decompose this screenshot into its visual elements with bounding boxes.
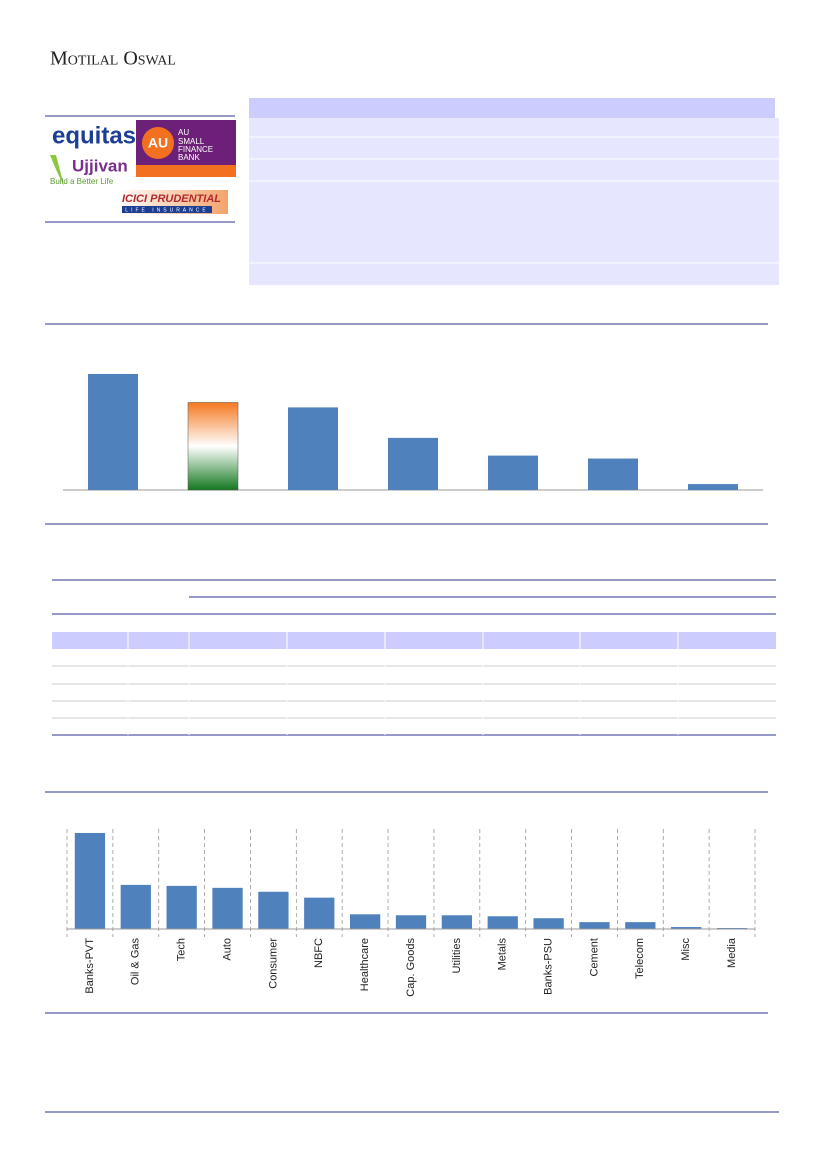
- logo-text: AU: [148, 135, 168, 151]
- bar: [88, 373, 138, 490]
- bar: [258, 891, 289, 929]
- x-tick-label: Auto: [221, 938, 233, 961]
- logo-text: SMALL: [178, 137, 205, 146]
- bar: [349, 914, 381, 929]
- bar: [488, 455, 538, 490]
- bar: [120, 884, 151, 929]
- bar: [212, 887, 243, 929]
- logo-text: ICICI PRUDENTIAL: [122, 193, 221, 205]
- x-tick-label: NBFC: [313, 938, 325, 968]
- bar: [388, 437, 438, 490]
- bar: [187, 402, 239, 491]
- logo-text: BANK: [178, 153, 200, 162]
- logo-text: Ujjivan: [72, 156, 128, 175]
- table-body: [249, 118, 779, 285]
- table-lines: [52, 579, 776, 736]
- bar: [625, 922, 656, 929]
- x-tick-label: Misc: [680, 938, 692, 961]
- logo-circle: [142, 127, 174, 159]
- bar: [441, 915, 473, 929]
- row-lines: [249, 136, 779, 264]
- logo-band: [122, 206, 212, 213]
- logo-text: equitas: [52, 122, 136, 149]
- x-tick-label: Telecom: [634, 938, 646, 979]
- bar: [688, 484, 738, 490]
- x-tick-label: Cap. Goods: [405, 938, 417, 997]
- x-tick-label: Cement: [588, 938, 600, 977]
- logo-band: [136, 165, 236, 177]
- bar: [487, 916, 518, 929]
- logo-text: LIFE INSURANCE: [125, 207, 208, 213]
- logo-text: FINANCE: [178, 145, 213, 154]
- bar: [74, 832, 106, 929]
- bar: [395, 915, 427, 929]
- bar: [533, 918, 564, 929]
- logo-text: Build a Better Life: [50, 177, 114, 186]
- x-tick-label: Healthcare: [359, 938, 371, 991]
- x-tick-label: Media: [726, 937, 738, 968]
- x-tick-label: Metals: [497, 938, 509, 971]
- x-tick-label: Banks-PVT: [84, 938, 96, 994]
- x-tick-label: Oil & Gas: [130, 938, 142, 986]
- bar: [671, 927, 702, 929]
- bar: [288, 407, 338, 490]
- bar: [588, 458, 638, 490]
- table-header: [249, 98, 775, 118]
- logo-text: AU: [178, 128, 189, 137]
- x-tick-label: Tech: [176, 938, 188, 961]
- x-tick-label: Utilities: [451, 938, 463, 974]
- x-tick-label: Banks-PSU: [543, 938, 555, 995]
- logo-mark: [50, 155, 64, 186]
- bar: [166, 885, 197, 929]
- bar: [304, 897, 335, 929]
- x-tick-label: Consumer: [267, 938, 279, 989]
- brand: Motilal Oswal: [50, 48, 176, 70]
- bar: [579, 922, 610, 929]
